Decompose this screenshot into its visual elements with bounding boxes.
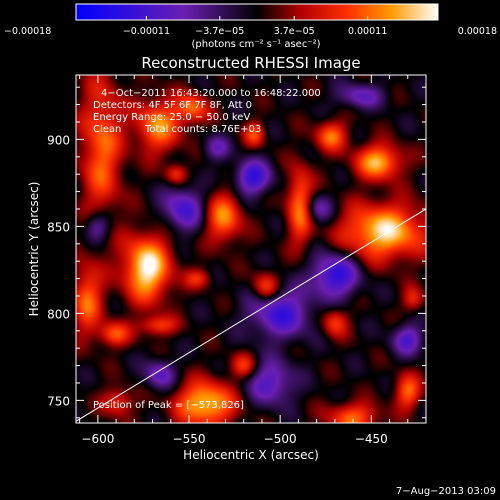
- y-tick-label: 750: [47, 394, 70, 408]
- x-axis-label: Heliocentric X (arcsec): [183, 448, 319, 462]
- colorbar-tick-label: −0.00018: [4, 26, 51, 37]
- y-tick-label: 800: [47, 307, 70, 321]
- colorbar-ticks: −0.00018 −0.00011 −3.7e−05 3.7e−05 0.00011 0.…: [4, 16, 497, 37]
- chart-title: Reconstructed RHESSI Image: [141, 54, 360, 72]
- colorbar-tick-label: 0.00011: [348, 26, 387, 37]
- x-tick-label: −600: [81, 432, 114, 446]
- y-axis-label: Heliocentric Y (arcsec): [27, 182, 41, 317]
- colorbar-tick-label: −3.7e−05: [195, 26, 244, 37]
- x-tick-label: −550: [173, 432, 206, 446]
- peak-position-label: Position of Peak = [−573,826]: [93, 400, 244, 411]
- colorbar: [76, 4, 438, 20]
- date-stamp: 7−Aug−2013 03:09: [396, 486, 496, 497]
- annotation-detectors: Detectors: 4F 5F 6F 7F 8F, Att 0: [93, 100, 252, 111]
- colorbar-tick-label: 3.7e−05: [274, 26, 315, 37]
- annotation-method: Clean: [93, 124, 121, 135]
- plot-frame: [75, 74, 427, 424]
- annotation-energy-range: Energy Range: 25.0 − 50.0 keV: [93, 112, 250, 123]
- colorbar-frame: [75, 3, 439, 21]
- axis-ticks: −600 −550 −500 −450 750 800 850 900: [47, 75, 427, 446]
- colorbar-unit-label: (photons cm⁻² s⁻¹ asec⁻²): [191, 39, 320, 50]
- solar-limb-line: [76, 208, 426, 422]
- annotation-total-counts: Total counts: 8.76E+03: [144, 124, 261, 135]
- colorbar-tick-label: −0.00011: [123, 26, 170, 37]
- colorbar-tick-label: 0.00018: [458, 26, 497, 37]
- x-tick-label: −500: [264, 432, 297, 446]
- heatmap-image: [76, 75, 426, 423]
- y-tick-label: 850: [47, 220, 70, 234]
- y-tick-label: 900: [47, 133, 70, 147]
- x-tick-label: −450: [355, 432, 388, 446]
- annotation-time-range: 4−Oct−2011 16:43:20.000 to 16:48:22.000: [101, 88, 321, 99]
